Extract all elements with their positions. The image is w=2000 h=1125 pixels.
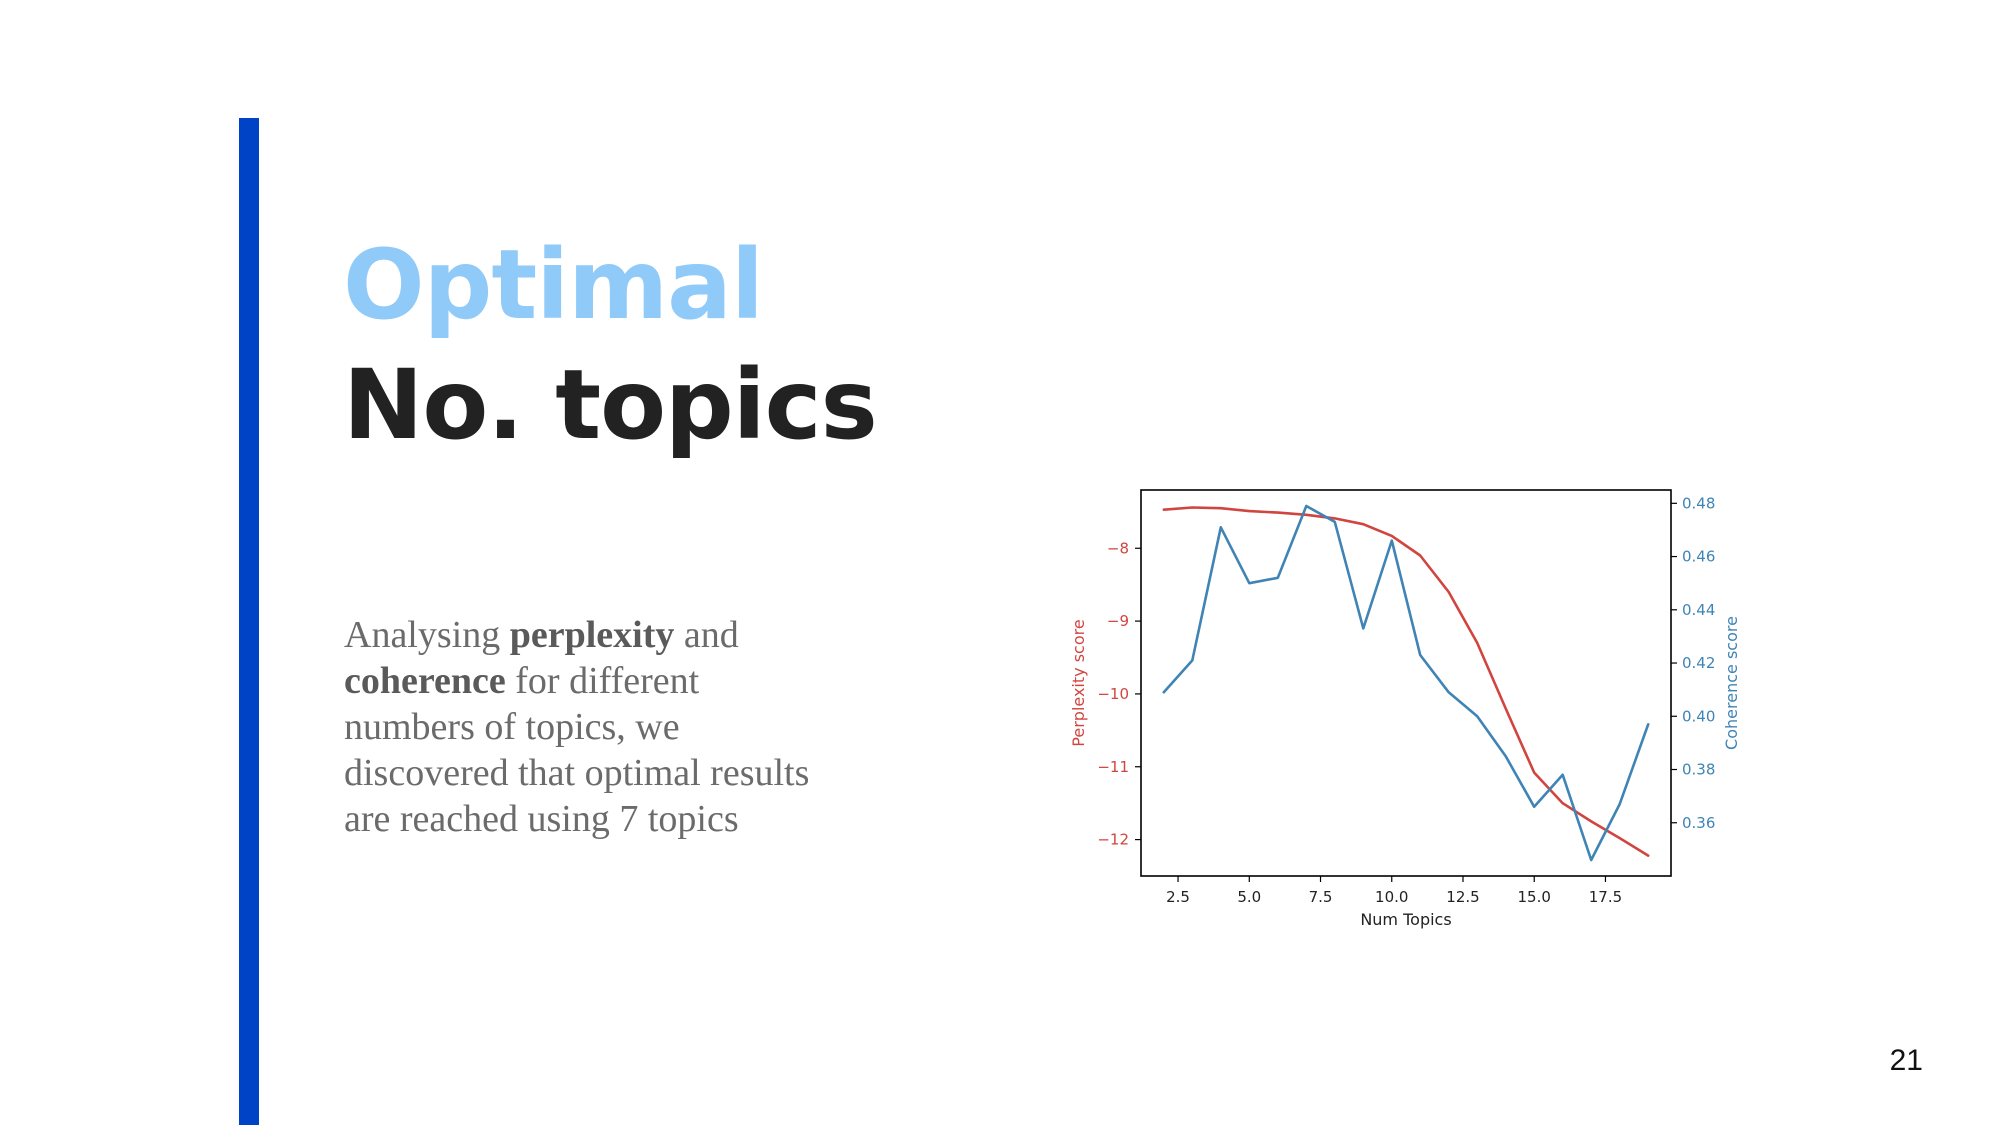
page-title: No. topics: [343, 349, 878, 461]
accent-bar: [239, 118, 259, 1125]
body-text: Analysing perplexity and coherence for d…: [344, 612, 824, 842]
y-left-tick-label: −9: [1107, 612, 1129, 630]
y-right-tick-label: 0.38: [1682, 761, 1715, 779]
x-tick-label: 15.0: [1518, 888, 1551, 906]
x-tick-label: 17.5: [1589, 888, 1622, 906]
y-right-tick-label: 0.44: [1682, 601, 1715, 619]
page-number: 21: [1889, 1044, 1923, 1077]
x-axis-label: Num Topics: [1360, 910, 1451, 929]
x-tick-label: 2.5: [1166, 888, 1190, 906]
y-left-tick-label: −12: [1097, 831, 1129, 849]
y-right-tick-label: 0.42: [1682, 654, 1715, 672]
x-tick-label: 12.5: [1446, 888, 1479, 906]
perplexity-coherence-chart: 2.5 5.0 7.5 10.0 12.5 15.0 17.5 −8−9−10−11−12 …: [1069, 489, 1741, 929]
y-left-tick-label: −10: [1097, 685, 1129, 703]
body-text-part: and: [674, 614, 739, 656]
x-tick-label: 7.5: [1309, 888, 1333, 906]
body-text-bold-perplexity: perplexity: [509, 614, 675, 656]
y-axis-left-label: Perplexity score: [1069, 619, 1088, 746]
y-right-tick-label: 0.36: [1682, 814, 1715, 832]
x-tick-label: 10.0: [1375, 888, 1408, 906]
y-left-tick-label: −8: [1107, 539, 1129, 557]
y-right-tick-label: 0.46: [1682, 548, 1715, 566]
y-axis-right-label: Coherence score: [1722, 616, 1741, 750]
y-right-tick-label: 0.48: [1682, 494, 1715, 512]
coherence-series-line: [1162, 504, 1650, 862]
perplexity-series-line: [1162, 506, 1650, 857]
x-tick-label: 5.0: [1237, 888, 1261, 906]
body-text-bold-coherence: coherence: [344, 660, 506, 702]
body-text-part: Analysing: [344, 614, 510, 656]
plot-frame: [1140, 489, 1672, 877]
y-left-tick-label: −11: [1097, 758, 1129, 776]
body-text-part: for different numbers of topics, we disc…: [344, 660, 810, 840]
title-highlight: Optimal: [343, 229, 764, 341]
y-right-tick-label: 0.40: [1682, 707, 1715, 725]
